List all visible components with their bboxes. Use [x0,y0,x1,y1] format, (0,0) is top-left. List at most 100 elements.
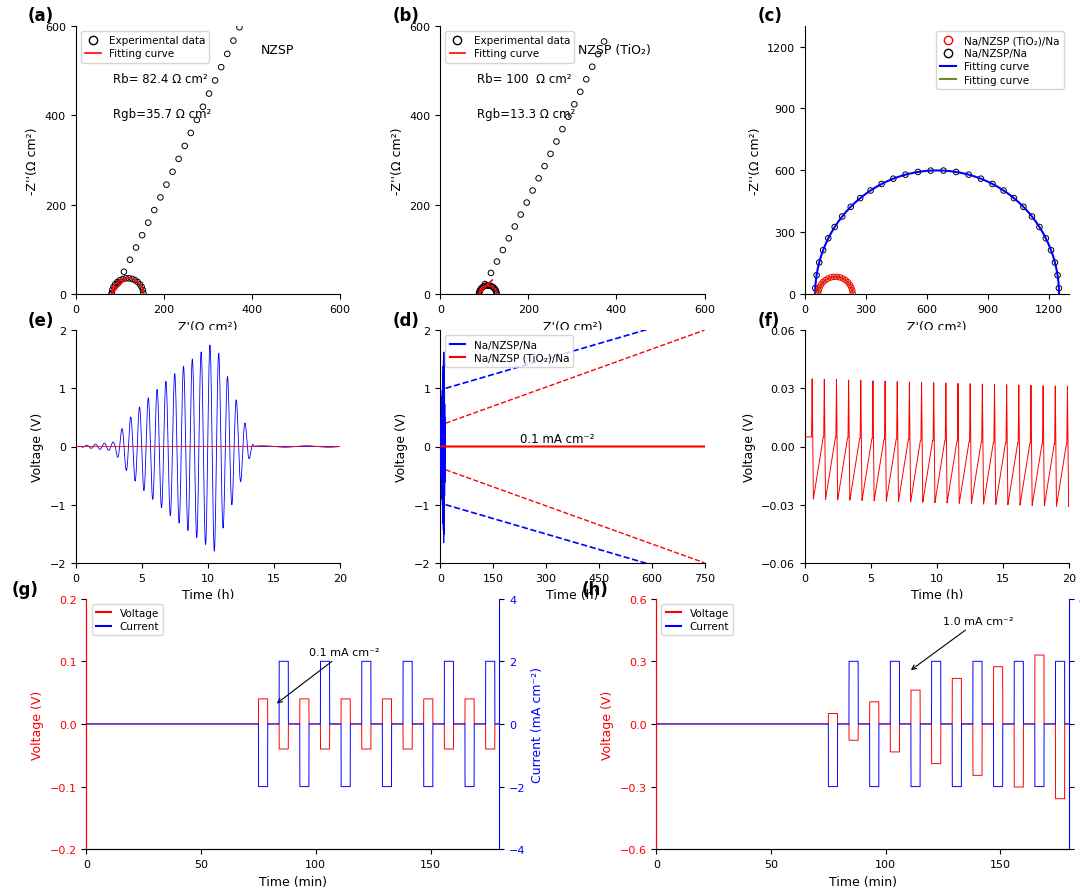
Point [485,281,502,295]
Point [218,47,235,62]
Point [885,173,902,187]
Point [488,285,505,299]
Point [536,160,553,174]
Y-axis label: -Z''(Ω cm²): -Z''(Ω cm²) [748,127,761,195]
Y-axis label: -Z''(Ω cm²): -Z''(Ω cm²) [26,127,39,195]
Legend: Voltage, Current: Voltage, Current [92,604,163,636]
Point [559,111,577,125]
Point [118,272,135,286]
Point [103,288,120,302]
Point [114,273,132,287]
Point [1047,256,1064,270]
Point [972,173,989,187]
Text: (c): (c) [757,7,782,25]
Point [845,287,862,301]
Point [134,283,151,298]
Legend: Na/NZSP/Na, Na/NZSP (TiO₂)/Na: Na/NZSP/Na, Na/NZSP (TiO₂)/Na [445,336,573,367]
Point [947,165,964,180]
Point [103,287,120,301]
Point [225,34,242,48]
Text: Rb= 100  Ω cm²: Rb= 100 Ω cm² [477,73,571,86]
Point [481,279,498,293]
Y-axis label: Voltage (V): Voltage (V) [31,412,44,482]
Point [524,184,541,198]
Point [995,184,1012,198]
Point [814,275,832,290]
Point [566,98,583,113]
Point [146,204,163,218]
Point [476,279,494,293]
Point [164,165,181,180]
Text: 0.1 mA cm⁻²: 0.1 mA cm⁻² [278,647,379,703]
Point [123,273,140,287]
Legend: Na/NZSP (TiO₂)/Na, Na/NZSP/Na, Fitting curve, Fitting curve: Na/NZSP (TiO₂)/Na, Na/NZSP/Na, Fitting c… [936,32,1064,89]
Point [960,168,977,182]
Point [1042,244,1059,258]
Text: (e): (e) [28,312,54,330]
Point [484,280,501,294]
Point [135,287,152,301]
Text: NZSP: NZSP [260,44,294,56]
Point [896,168,914,182]
Point [839,275,856,290]
Y-axis label: Voltage (V): Voltage (V) [395,412,408,482]
Text: NZSP (TiO₂): NZSP (TiO₂) [578,44,650,56]
Point [837,274,854,288]
Point [201,88,218,102]
Point [206,74,224,89]
Point [107,278,124,292]
Point [183,127,200,141]
Point [111,274,129,288]
Text: 1.0 mA cm⁻²: 1.0 mA cm⁻² [912,616,1013,670]
Point [104,283,121,298]
Point [176,139,193,154]
Point [851,191,868,206]
Text: (h): (h) [582,580,609,598]
Y-axis label: Current (mA cm⁻²): Current (mA cm⁻²) [531,666,544,782]
Text: Rgb=35.7 Ω cm²: Rgb=35.7 Ω cm² [112,108,211,121]
Text: (f): (f) [757,312,780,330]
X-axis label: Z'(Ω cm²): Z'(Ω cm²) [178,320,238,333]
Legend: Experimental data, Fitting curve: Experimental data, Fitting curve [81,32,210,63]
Legend: Experimental data, Fitting curve: Experimental data, Fitting curve [445,32,575,63]
Point [811,256,828,270]
Point [126,274,144,288]
Text: (a): (a) [28,7,54,25]
Point [471,283,488,298]
Point [820,272,837,286]
Point [507,220,524,234]
X-axis label: Time (h): Time (h) [546,588,598,602]
Point [1015,200,1032,215]
Point [158,178,175,192]
Point [548,135,565,149]
Point [518,196,536,210]
X-axis label: Time (min): Time (min) [259,874,327,888]
Point [909,165,927,180]
Point [841,278,859,292]
Point [826,221,843,235]
Y-axis label: -Z''(Ω cm²): -Z''(Ω cm²) [391,127,404,195]
Point [495,243,512,257]
Point [109,277,126,291]
Point [834,272,851,286]
Point [935,164,953,179]
Point [832,271,849,285]
Text: (g): (g) [12,580,39,598]
X-axis label: Z'(Ω cm²): Z'(Ω cm²) [907,320,967,333]
Point [471,285,488,299]
Point [127,241,145,256]
Point [133,281,150,295]
Point [483,266,500,281]
Point [812,278,829,292]
Point [121,272,138,286]
Point [984,178,1001,192]
Point [194,100,212,114]
Point [811,281,828,295]
Text: (b): (b) [393,7,420,25]
X-axis label: Z'(Ω cm²): Z'(Ω cm²) [542,320,603,333]
Point [1024,210,1041,224]
X-axis label: Time (h): Time (h) [181,588,234,602]
Point [873,178,890,192]
Point [132,278,149,292]
Point [487,283,504,298]
